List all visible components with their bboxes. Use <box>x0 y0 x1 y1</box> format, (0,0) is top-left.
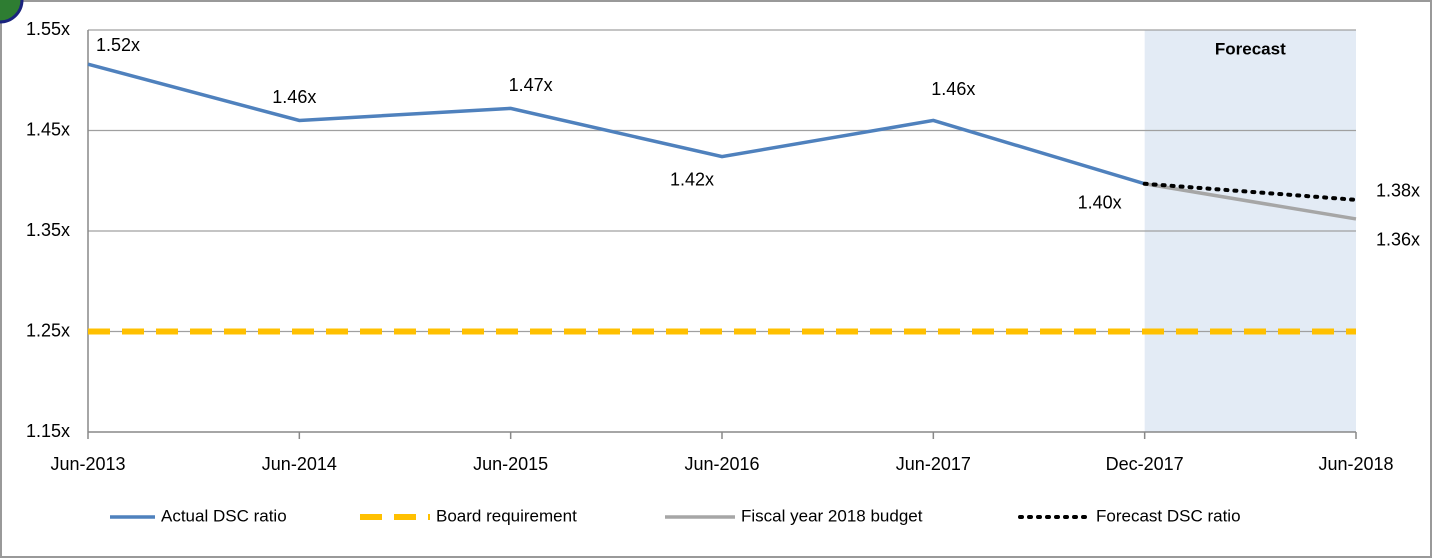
y-tick-label: 1.45x <box>26 119 70 139</box>
series-line <box>1144 182 1357 221</box>
legend-label: Actual DSC ratio <box>161 506 287 525</box>
value-label: 1.46x <box>272 87 316 107</box>
y-tick-label: 1.55x <box>26 19 70 39</box>
y-tick-label: 1.25x <box>26 320 70 340</box>
x-tick-label: Jun-2014 <box>262 454 337 474</box>
x-tick-label: Jun-2015 <box>473 454 548 474</box>
value-label: 1.42x <box>670 169 714 189</box>
legend-label: Fiscal year 2018 budget <box>741 506 923 525</box>
value-label: 1.38x <box>1376 181 1420 201</box>
value-label: 1.36x <box>1376 230 1420 250</box>
legend-label: Board requirement <box>436 506 577 525</box>
corner-badge <box>0 0 24 24</box>
x-tick-label: Jun-2018 <box>1318 454 1393 474</box>
y-tick-label: 1.35x <box>26 220 70 240</box>
x-tick-label: Jun-2013 <box>50 454 125 474</box>
annotation: Forecast <box>1215 39 1286 58</box>
x-tick-label: Dec-2017 <box>1106 454 1184 474</box>
series-line <box>87 62 1146 186</box>
value-label: 1.52x <box>96 35 140 55</box>
y-tick-label: 1.15x <box>26 421 70 441</box>
legend-label: Forecast DSC ratio <box>1096 506 1241 525</box>
value-label: 1.46x <box>931 79 975 99</box>
x-tick-label: Jun-2017 <box>896 454 971 474</box>
value-label: 1.47x <box>509 75 553 95</box>
x-tick-label: Jun-2016 <box>684 454 759 474</box>
series-line <box>1142 181 1358 202</box>
value-label: 1.40x <box>1078 193 1122 213</box>
